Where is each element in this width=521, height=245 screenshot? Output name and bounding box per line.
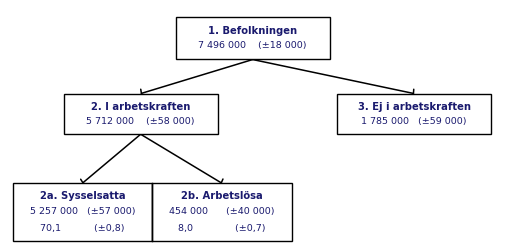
FancyBboxPatch shape — [13, 183, 152, 241]
FancyBboxPatch shape — [152, 183, 292, 241]
FancyBboxPatch shape — [64, 94, 217, 134]
FancyBboxPatch shape — [338, 94, 491, 134]
Text: 1 785 000   (±59 000): 1 785 000 (±59 000) — [362, 117, 467, 126]
Text: 2. I arbetskraften: 2. I arbetskraften — [91, 102, 190, 112]
Text: 454 000      (±40 000): 454 000 (±40 000) — [169, 208, 275, 216]
Text: 2a. Sysselsatta: 2a. Sysselsatta — [40, 191, 125, 201]
FancyBboxPatch shape — [176, 17, 330, 60]
Text: 1. Befolkningen: 1. Befolkningen — [208, 26, 297, 36]
Text: 5 257 000   (±57 000): 5 257 000 (±57 000) — [30, 208, 135, 216]
Text: 8,0              (±0,7): 8,0 (±0,7) — [178, 223, 266, 233]
Text: 2b. Arbetslösa: 2b. Arbetslösa — [181, 191, 263, 201]
Text: 5 712 000    (±58 000): 5 712 000 (±58 000) — [86, 117, 195, 126]
Text: 3. Ej i arbetskraften: 3. Ej i arbetskraften — [358, 102, 470, 112]
Text: 70,1           (±0,8): 70,1 (±0,8) — [40, 223, 125, 233]
Text: 7 496 000    (±18 000): 7 496 000 (±18 000) — [199, 41, 307, 50]
